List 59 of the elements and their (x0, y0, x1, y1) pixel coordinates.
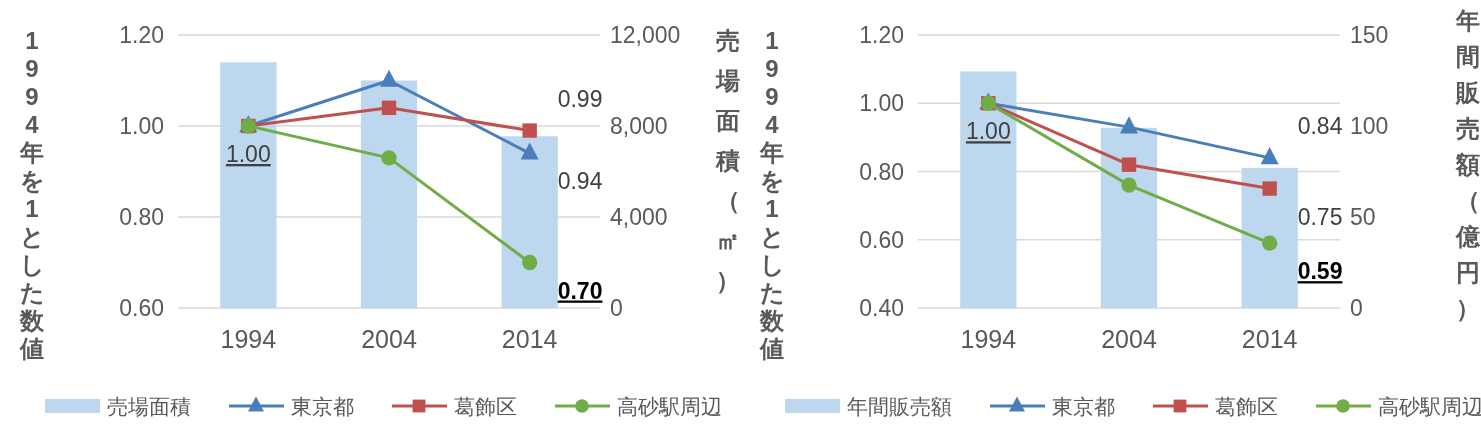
point (1262, 181, 1277, 196)
y2-tick-label: 50 (1350, 204, 1376, 230)
legend-label: 葛飾区 (1215, 395, 1278, 418)
data-label: 0.99 (557, 85, 603, 112)
legend-label: 高砂駅周辺 (1378, 395, 1481, 418)
x-tick-label: 2004 (361, 325, 417, 353)
y2-tick-label: 100 (1350, 113, 1389, 139)
y2-tick-label: 8,000 (610, 113, 668, 139)
y2-tick-label: 12,000 (610, 22, 681, 48)
point (381, 100, 397, 115)
bar (360, 80, 418, 308)
x-tick-label: 2014 (1241, 325, 1298, 353)
point (1121, 157, 1137, 172)
data-label: 0.84 (1297, 112, 1343, 139)
y2-tick-label: 0 (1350, 295, 1363, 321)
legend-label: 東京都 (291, 395, 354, 418)
x-tick-label: 2014 (501, 325, 558, 353)
y2-tick-label: 150 (1350, 22, 1389, 48)
x-tick-label: 1994 (220, 325, 277, 353)
legend-label: 売場面積 (107, 395, 191, 418)
y-tick-label: 0.60 (119, 295, 164, 321)
y-tick-label: 0.60 (859, 226, 904, 253)
y-tick-label: 1.00 (859, 90, 904, 117)
y-tick-label: 0.40 (859, 295, 904, 321)
point (1260, 147, 1279, 165)
data-label: 1.00 (965, 118, 1011, 145)
point (522, 123, 537, 138)
point (522, 254, 538, 271)
y2-tick-label: 4,000 (610, 204, 668, 230)
point (1262, 235, 1278, 251)
data-label: 0.59 (1297, 258, 1343, 285)
legend-label: 東京都 (1052, 395, 1115, 418)
data-label: 0.94 (557, 168, 603, 195)
bar (1100, 127, 1158, 308)
y2-tick-label: 0 (610, 295, 623, 321)
y-tick-label: 1.00 (119, 113, 164, 139)
bar (960, 71, 1017, 308)
y-tick-label: 1.20 (859, 22, 904, 48)
bar (220, 62, 277, 308)
point (381, 150, 397, 166)
bar (501, 136, 558, 308)
legend-label: 葛飾区 (454, 395, 517, 418)
text: 年間販売額（億円） (1456, 7, 1480, 322)
data-label: 1.00 (225, 141, 271, 167)
x-tick-label: 1994 (960, 325, 1017, 353)
point (1120, 116, 1138, 134)
x-tick-label: 2004 (1101, 325, 1157, 353)
data-label: 0.75 (1297, 203, 1343, 230)
bar (1241, 167, 1298, 308)
y-tick-label: 0.80 (119, 204, 164, 230)
text: 1994年を1とした数値 (759, 27, 785, 362)
legend-label: 高砂駅周辺 (617, 395, 722, 418)
y2-axis-title: 売場面積（㎡） (715, 27, 740, 294)
y-tick-label: 1.20 (119, 22, 164, 48)
text: 1994年を1とした数値 (19, 27, 45, 362)
point (1121, 177, 1137, 193)
legend-label: 年間販売額 (847, 395, 952, 418)
data-label: 0.70 (557, 277, 603, 304)
y-tick-label: 0.80 (859, 158, 904, 185)
